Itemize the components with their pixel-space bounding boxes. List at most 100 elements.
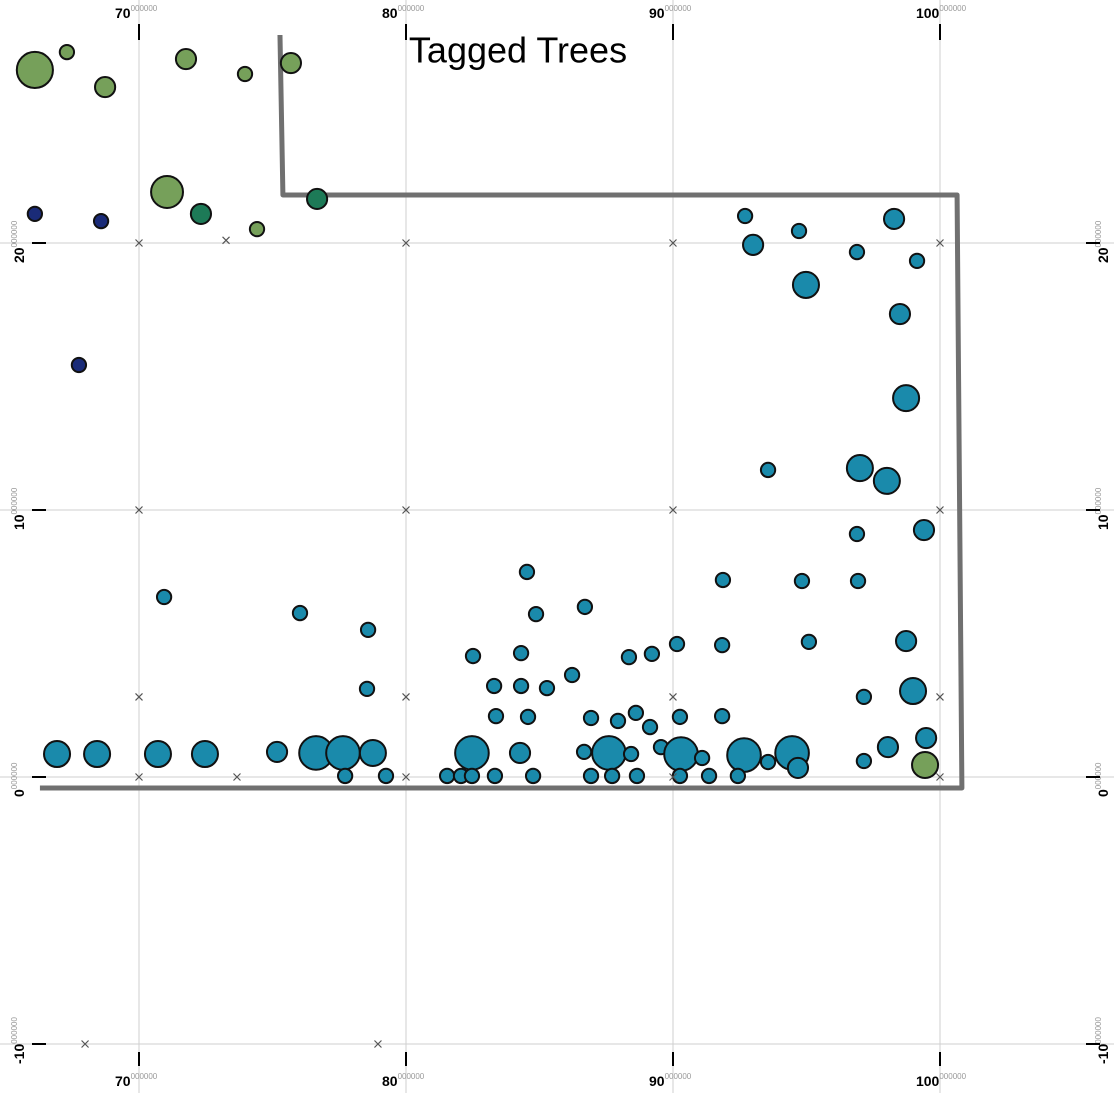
tree-bubble — [736, 207, 754, 225]
y-tick-label: 20000000 — [1094, 220, 1111, 263]
tree-bubble — [700, 767, 718, 785]
tick-fraction: 000000 — [665, 1072, 692, 1081]
tree-bubble — [641, 718, 659, 736]
tree-bubble — [915, 726, 938, 750]
tree-bubble — [603, 767, 621, 785]
tree-bubble — [671, 708, 689, 726]
tree-bubble — [359, 621, 377, 639]
y-tick-label: 10000000 — [10, 487, 27, 530]
untagged-marker — [402, 506, 410, 514]
y-tick-label: -10000000 — [1094, 1017, 1111, 1064]
tick-value: 70 — [115, 1073, 131, 1089]
tree-bubble — [189, 202, 213, 225]
y-tick-label: 10000000 — [1094, 487, 1111, 530]
tick-fraction: 000000 — [10, 487, 19, 514]
tree-bubble — [538, 679, 556, 697]
tree-bubble — [508, 741, 532, 765]
tick-value: 100 — [916, 1073, 940, 1089]
untagged-marker — [402, 239, 410, 247]
tree-bubble — [325, 735, 361, 771]
tree-bubble — [671, 767, 689, 785]
tree-bubble — [912, 518, 936, 542]
tree-bubble — [15, 50, 54, 90]
untagged-marker — [233, 773, 241, 781]
tree-bubble — [872, 466, 901, 495]
tree-bubble — [848, 243, 866, 261]
tree-bubble — [742, 233, 765, 256]
tree-bubble — [236, 65, 254, 83]
untagged-marker — [222, 236, 230, 245]
y-tick-label: 0000000 — [1094, 762, 1111, 797]
tree-bubble — [622, 745, 640, 763]
tick-fraction: 000000 — [1094, 1017, 1103, 1044]
untagged-marker — [669, 239, 677, 247]
untagged-marker — [402, 692, 410, 701]
tree-bubble — [582, 767, 600, 785]
untagged-marker — [669, 773, 677, 781]
tree-bubble — [291, 604, 309, 622]
tick-value: 90 — [649, 5, 665, 21]
tree-bubble — [908, 252, 926, 270]
tick-fraction: 000000 — [1094, 487, 1103, 514]
tree-bubble — [58, 43, 76, 61]
untagged-marker — [402, 773, 410, 781]
tree-bubble — [575, 743, 593, 761]
tree-bubble — [693, 749, 711, 767]
tree-bubble — [143, 740, 172, 769]
x-tick-label: 70000000 — [115, 1072, 158, 1089]
untagged-marker — [135, 506, 143, 514]
tree-bubble — [726, 737, 762, 773]
untagged-marker — [669, 506, 677, 514]
tree-bubble — [899, 677, 928, 706]
untagged-marker — [374, 1040, 382, 1048]
tree-bubble — [714, 571, 732, 589]
tree-bubble — [759, 753, 777, 771]
tree-bubble — [628, 767, 646, 785]
untagged-marker — [936, 239, 944, 247]
untagged-marker — [135, 692, 143, 701]
tree-bubble — [786, 756, 810, 780]
tick-fraction: 000000 — [939, 1072, 966, 1081]
tick-value: 0 — [1095, 789, 1111, 797]
tick-fraction: 000000 — [398, 1072, 425, 1081]
tick-fraction: 000000 — [10, 1017, 19, 1044]
tree-bubble — [892, 384, 921, 413]
tree-bubble — [70, 356, 88, 374]
tree-bubble — [591, 735, 627, 771]
tree-bubble — [729, 767, 747, 785]
y-tick-label: 0000000 — [10, 762, 27, 797]
tick-value: 20 — [11, 247, 27, 263]
tree-bubble — [26, 205, 44, 223]
tree-bubble — [486, 767, 504, 785]
tree-bubble — [911, 750, 940, 780]
tree-bubble — [358, 738, 387, 767]
tree-bubble — [519, 708, 537, 726]
tick-fraction: 000000 — [131, 1072, 158, 1081]
tree-bubble — [265, 740, 289, 763]
x-tick-label: 100000000 — [916, 1072, 967, 1089]
x-tick-label: 90000000 — [649, 1072, 692, 1089]
tree-bubble — [895, 630, 918, 653]
tree-bubble — [888, 302, 912, 326]
untagged-marker — [81, 1040, 89, 1048]
tree-bubble — [620, 648, 638, 666]
tree-bubble — [627, 704, 645, 722]
tree-bubble — [848, 525, 866, 543]
tree-bubble — [94, 75, 117, 99]
tick-value: 90 — [649, 1073, 665, 1089]
tree-bubble — [512, 677, 530, 695]
tree-bubble — [855, 752, 873, 770]
untagged-marker — [669, 692, 677, 701]
tree-bubble — [485, 677, 503, 695]
x-tick-label: 90000000 — [649, 4, 692, 21]
y-tick-label: 20000000 — [10, 220, 27, 263]
tree-bubble — [668, 635, 686, 653]
tree-bubble — [524, 767, 542, 785]
tree-bubble — [876, 736, 900, 759]
tick-value: 10 — [11, 514, 27, 530]
tree-bubble — [92, 212, 110, 230]
untagged-marker — [936, 506, 944, 514]
tree-bubble — [464, 647, 482, 665]
